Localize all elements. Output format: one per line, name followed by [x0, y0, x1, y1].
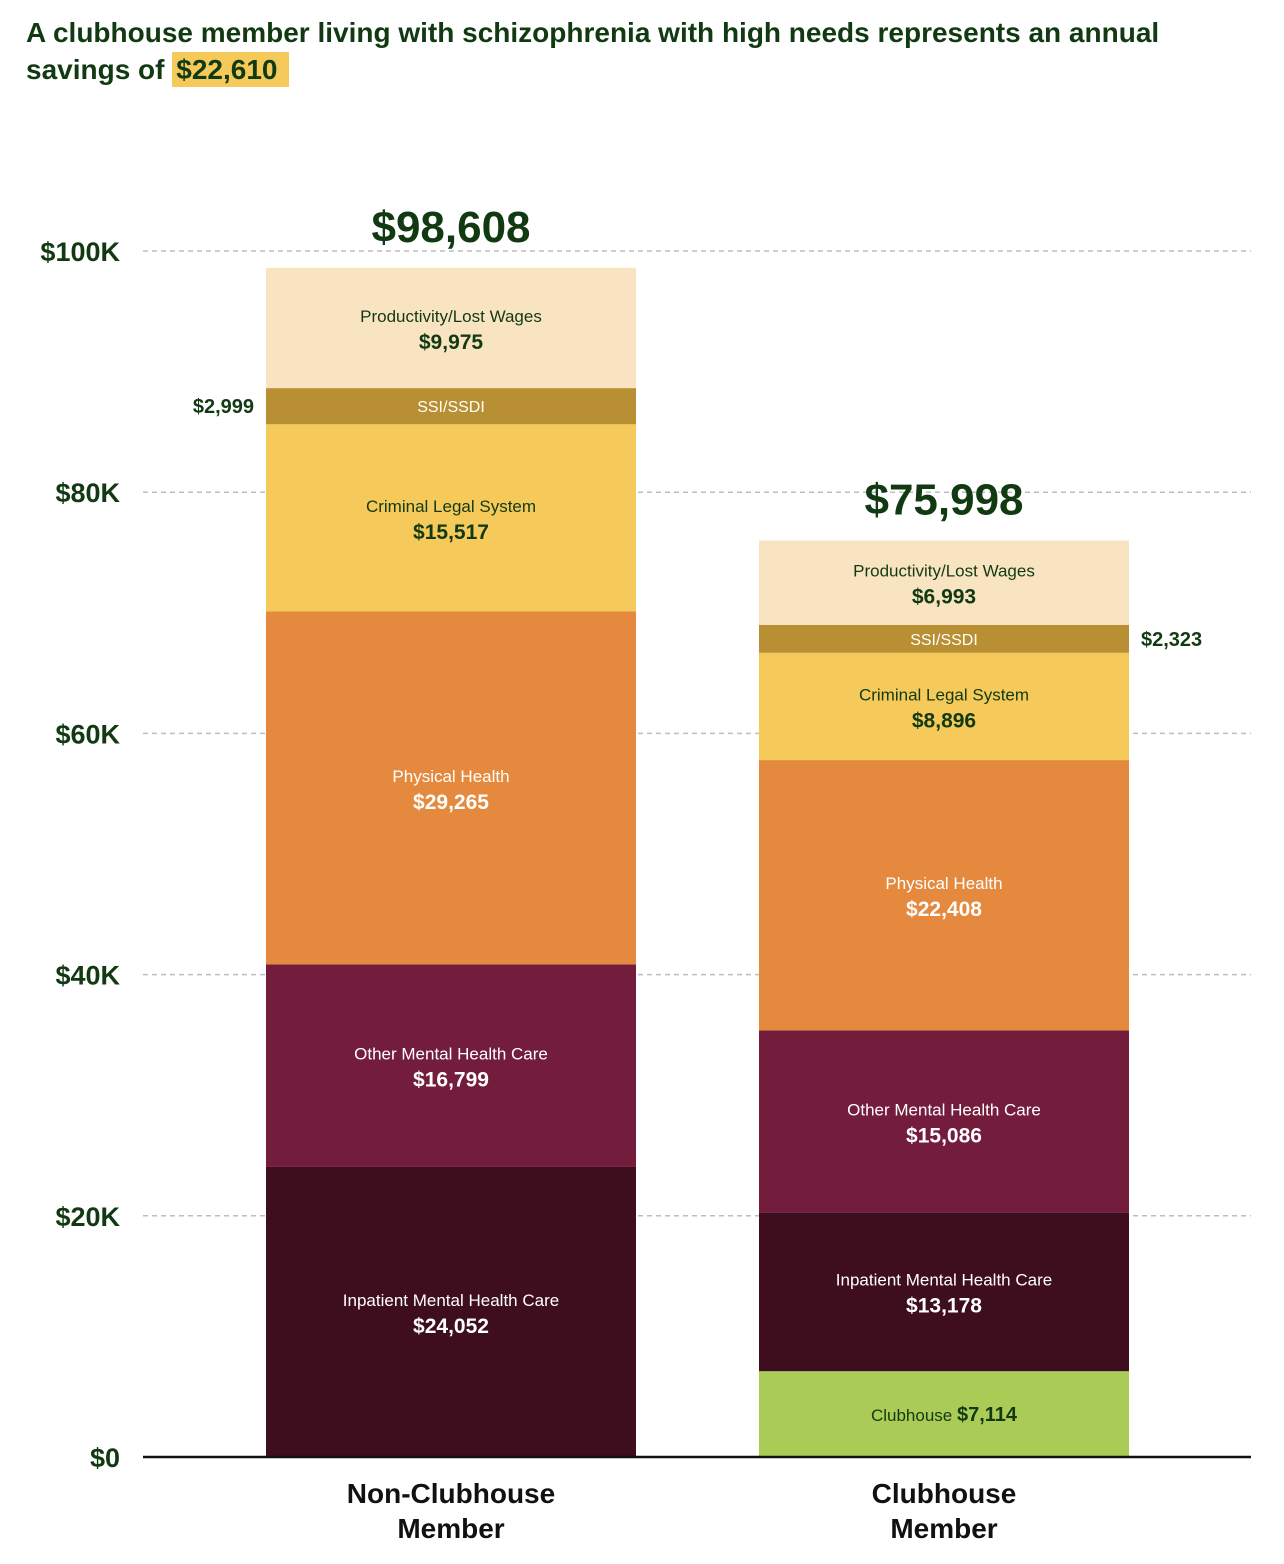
category-label: Clubhouse [872, 1478, 1017, 1509]
segment-name: Criminal Legal System [366, 497, 536, 516]
segment-value: $6,993 [912, 586, 976, 609]
segment-value: $16,799 [413, 1069, 489, 1092]
segment-value: $24,052 [413, 1315, 489, 1338]
bar-total-label: $98,608 [371, 203, 530, 252]
segment-value: $9,975 [419, 331, 484, 354]
bar-segment [266, 388, 636, 425]
bar-segment [759, 540, 1129, 625]
segment-name: Physical Health [392, 767, 509, 786]
bar-segment [759, 760, 1129, 1031]
segment-name: Other Mental Health Care [354, 1045, 548, 1064]
bar-segment [759, 652, 1129, 761]
bar-segment [266, 1166, 636, 1457]
segment-value: $2,999 [193, 396, 254, 418]
segment-value: $15,086 [906, 1124, 982, 1147]
y-tick-label: $40K [55, 961, 120, 991]
segment-value: $13,178 [906, 1295, 982, 1318]
segment-name: Inpatient Mental Health Care [836, 1271, 1052, 1290]
y-tick-label: $60K [55, 719, 120, 749]
bar-segment [759, 1212, 1129, 1372]
y-tick-label: $20K [55, 1202, 120, 1232]
segment-name: Physical Health [885, 874, 1002, 893]
y-tick-label: $0 [90, 1443, 120, 1473]
segment-label: Clubhouse $7,114 [871, 1404, 1018, 1426]
segment-value: $2,323 [1141, 629, 1202, 651]
headline-highlight: $22,610 [172, 52, 290, 87]
segment-name: Criminal Legal System [859, 685, 1029, 704]
bar-segment [759, 624, 1129, 653]
headline-text: A clubhouse member living with schizophr… [26, 17, 1160, 85]
y-tick-label: $100K [40, 237, 120, 267]
y-tick-label: $80K [55, 478, 120, 508]
bar-segment [266, 424, 636, 612]
segment-name: Productivity/Lost Wages [360, 307, 542, 326]
segment-name: SSI/SSDI [417, 399, 485, 416]
segment-value: $29,265 [413, 791, 489, 814]
category-label: Non-Clubhouse [347, 1478, 555, 1509]
segment-name: Other Mental Health Care [847, 1100, 1041, 1119]
segment-value: $22,408 [906, 898, 982, 921]
bar-segment [266, 267, 636, 389]
segment-name: Inpatient Mental Health Care [343, 1291, 559, 1310]
bar-total-label: $75,998 [864, 475, 1023, 524]
bar-segment [759, 1371, 1129, 1457]
category-label: Member [890, 1513, 997, 1544]
segment-name: SSI/SSDI [910, 632, 978, 649]
bar-segment [266, 611, 636, 965]
bar-segment [266, 964, 636, 1167]
bar-segment [759, 1030, 1129, 1213]
chart-headline: A clubhouse member living with schizophr… [26, 14, 1246, 88]
segment-value: $15,517 [413, 521, 489, 544]
segment-name: Productivity/Lost Wages [853, 562, 1035, 581]
category-label: Member [397, 1513, 504, 1544]
segment-value: $8,896 [912, 709, 976, 732]
